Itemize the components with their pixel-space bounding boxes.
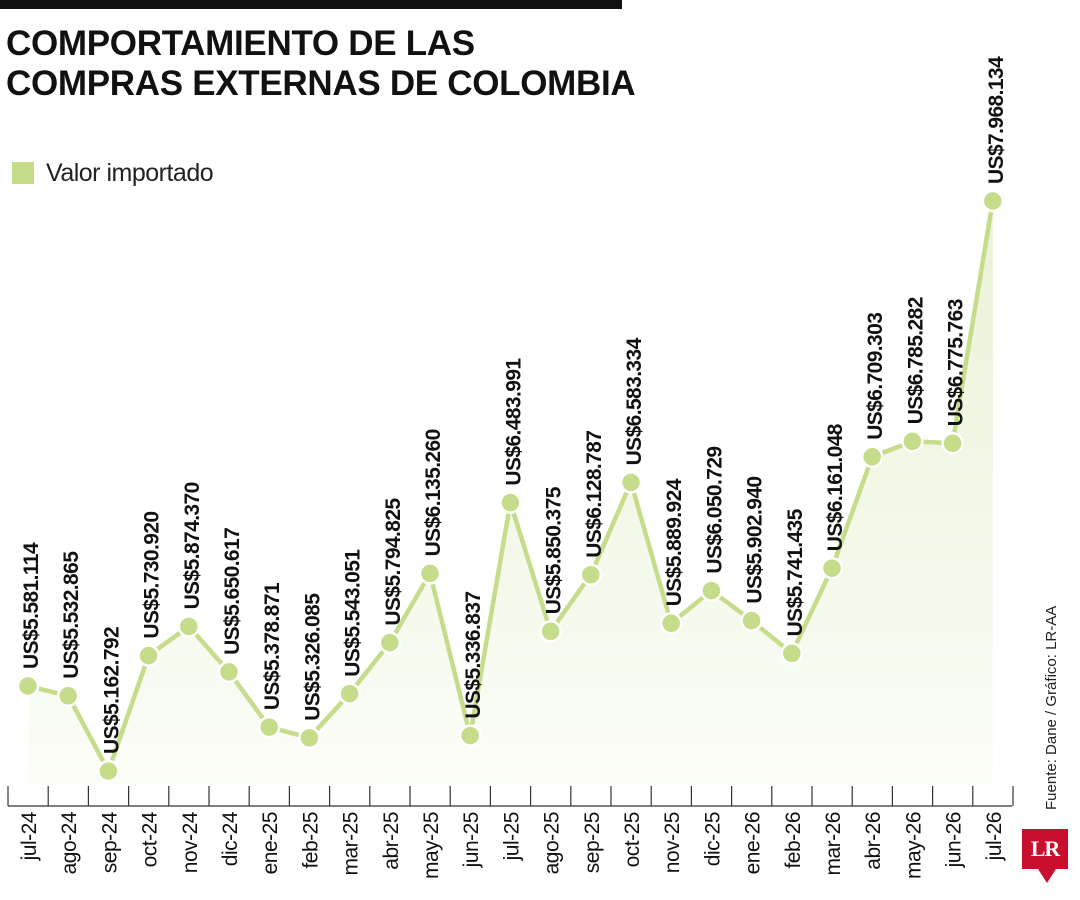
x-tick-label: dic-25 (701, 812, 724, 866)
x-tick-label: oct-25 (621, 812, 644, 867)
data-label: US$5.326.085 (301, 593, 324, 721)
top-rule (0, 0, 622, 9)
chart-title: COMPORTAMIENTO DE LAS COMPRAS EXTERNAS D… (6, 24, 666, 104)
data-label: US$5.336.837 (462, 592, 485, 719)
data-point (901, 430, 924, 453)
data-label: US$6.709.303 (864, 313, 887, 440)
x-tick-label: mar-26 (822, 812, 845, 876)
data-point (56, 684, 80, 708)
data-label: US$5.902.940 (744, 477, 767, 604)
data-point (700, 579, 723, 602)
data-label: US$5.378.871 (261, 582, 284, 710)
x-tick-label: ago-24 (58, 811, 81, 874)
x-tick-label: feb-26 (782, 812, 805, 869)
data-label: US$6.050.729 (703, 447, 726, 574)
data-label: US$6.135.260 (422, 429, 445, 556)
data-label: US$5.874.370 (181, 482, 204, 609)
x-tick-label: nov-25 (661, 812, 684, 873)
data-label: US$6.161.048 (824, 423, 847, 551)
data-label: US$5.650.617 (221, 528, 244, 655)
x-tick-label: oct-24 (139, 811, 162, 867)
data-point (177, 615, 201, 638)
x-tick-label: mar-25 (340, 812, 363, 876)
data-point (941, 432, 964, 455)
data-point (16, 674, 40, 698)
data-label: US$5.889.924 (663, 478, 686, 606)
x-tick-label: nov-24 (179, 811, 202, 873)
x-tick-label: may-26 (902, 812, 925, 879)
data-point (338, 682, 361, 705)
data-label: US$6.483.991 (502, 358, 525, 486)
data-label: US$5.581.114 (20, 542, 43, 669)
data-label: US$6.583.334 (623, 337, 646, 465)
data-label: US$5.794.825 (382, 498, 405, 626)
chart-title-line-2: COMPRAS EXTERNAS DE COLOMBIA (6, 64, 636, 103)
x-tick-label: abr-25 (380, 812, 403, 870)
data-label: US$5.162.792 (100, 627, 123, 754)
data-point (780, 642, 804, 665)
lr-logo-tail (1038, 869, 1056, 883)
legend: Valor importado (12, 158, 214, 188)
lr-logo: LR (1022, 829, 1068, 869)
data-point (298, 726, 321, 750)
data-label: US$7.968.134 (985, 56, 1008, 184)
data-point (981, 189, 1005, 213)
data-label: US$6.128.787 (583, 431, 606, 558)
data-label: US$5.730.920 (141, 512, 164, 639)
data-point (137, 644, 160, 667)
data-point (378, 631, 402, 654)
x-tick-label: abr-26 (862, 812, 885, 870)
x-tick-label: ago-25 (541, 812, 564, 874)
x-tick-label: ene-25 (259, 812, 282, 874)
x-tick-label: sep-25 (581, 812, 604, 873)
data-point (97, 759, 120, 783)
x-tick-label: ene-26 (742, 812, 765, 874)
series-area (28, 201, 993, 784)
data-label: US$5.850.375 (543, 486, 566, 614)
data-label: US$5.532.865 (60, 551, 83, 679)
data-point (217, 660, 241, 684)
data-label: US$6.785.282 (904, 297, 927, 424)
data-point (820, 556, 844, 580)
data-point (860, 445, 884, 469)
data-point (740, 609, 763, 632)
data-point (458, 724, 482, 747)
data-point (579, 563, 603, 586)
x-tick-label: feb-25 (299, 812, 322, 869)
legend-label: Valor importado (46, 158, 214, 187)
data-point (499, 491, 522, 514)
chart-title-line-1: COMPORTAMIENTO DE LAS (6, 24, 475, 63)
data-point (619, 471, 643, 494)
x-tick-label: jun-26 (943, 812, 966, 868)
data-point (659, 612, 683, 635)
x-tick-label: jul-26 (983, 812, 1006, 861)
x-tick-label: sep-24 (98, 811, 121, 873)
data-label: US$6.775.763 (945, 299, 968, 426)
legend-swatch (12, 162, 34, 184)
data-point (539, 620, 562, 643)
data-point (418, 562, 442, 585)
data-label: US$5.741.435 (784, 508, 807, 636)
x-tick-label: may-25 (420, 812, 443, 879)
data-point (257, 715, 281, 739)
source-note: Fuente: Dane / Gráfico: LR-AA (1043, 605, 1060, 810)
x-tick-label: jul-24 (18, 811, 41, 861)
x-tick-label: jun-25 (460, 812, 483, 868)
x-tick-label: jul-25 (500, 812, 523, 861)
x-tick-label: dic-24 (219, 811, 242, 866)
data-label: US$5.543.051 (342, 549, 365, 677)
